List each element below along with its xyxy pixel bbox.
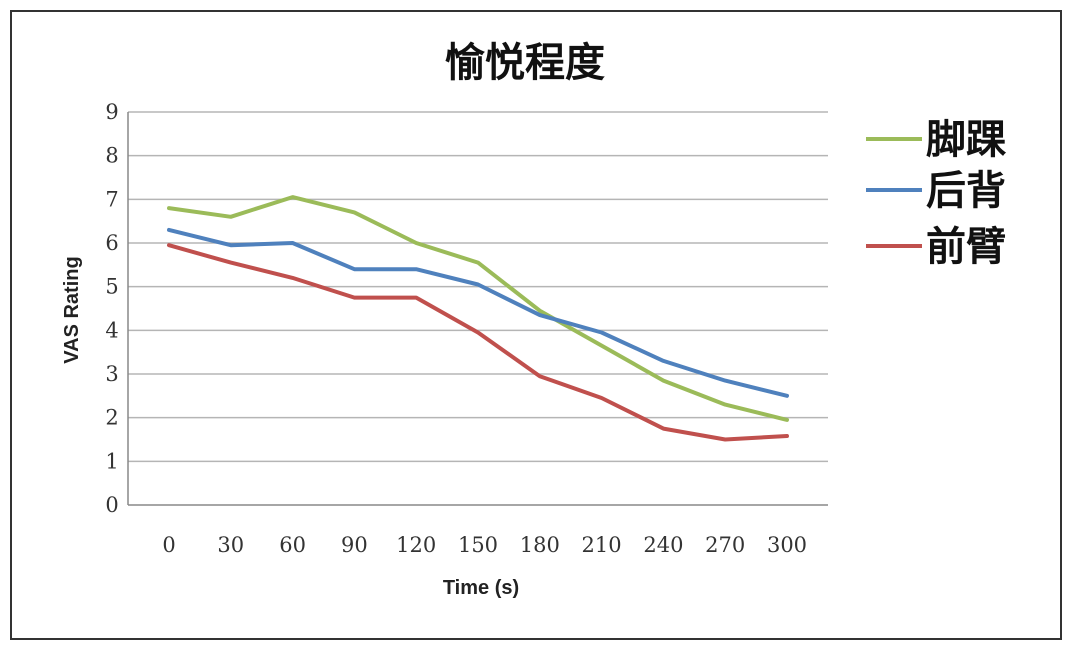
x-tick-label: 60 bbox=[279, 533, 306, 557]
y-tick-label: 8 bbox=[105, 144, 118, 168]
y-tick-label: 7 bbox=[105, 187, 118, 211]
x-tick-label: 0 bbox=[162, 533, 175, 557]
grid-lines bbox=[127, 111, 828, 506]
legend-label: 脚踝 bbox=[926, 117, 1007, 163]
x-tick-label: 270 bbox=[705, 533, 745, 557]
y-tick-label: 1 bbox=[105, 449, 118, 473]
y-tick-label: 2 bbox=[105, 406, 118, 430]
chart-title: 愉悦程度 bbox=[445, 40, 605, 86]
x-axis-label: Time (s) bbox=[443, 577, 519, 599]
x-tick-label: 210 bbox=[582, 533, 622, 557]
x-tick-label: 30 bbox=[217, 533, 244, 557]
y-tick-label: 3 bbox=[105, 362, 118, 386]
x-axis-ticks: 0 30 60 90 120 150 180 210 240 270 300 bbox=[162, 533, 807, 557]
y-axis-ticks: 0 1 2 3 4 5 6 7 8 9 bbox=[105, 100, 118, 517]
y-axis-label: VAS Rating bbox=[61, 256, 83, 363]
y-tick-label: 6 bbox=[105, 231, 118, 255]
y-tick-label: 5 bbox=[105, 275, 118, 299]
series-line-0 bbox=[167, 195, 789, 422]
x-tick-label: 90 bbox=[341, 533, 368, 557]
legend-label: 前臂 bbox=[926, 224, 1006, 270]
series-lines bbox=[167, 195, 789, 442]
series-line-1 bbox=[167, 227, 789, 398]
legend-label: 后背 bbox=[926, 168, 1006, 214]
x-tick-label: 300 bbox=[767, 533, 807, 557]
x-tick-label: 150 bbox=[458, 533, 498, 557]
x-tick-label: 240 bbox=[643, 533, 683, 557]
y-tick-label: 4 bbox=[105, 318, 118, 342]
x-tick-label: 120 bbox=[396, 533, 436, 557]
series-line-2 bbox=[167, 243, 789, 442]
y-tick-label: 9 bbox=[105, 100, 118, 124]
y-tick-label: 0 bbox=[105, 493, 118, 517]
chart-frame bbox=[10, 10, 1062, 640]
x-tick-label: 180 bbox=[520, 533, 560, 557]
